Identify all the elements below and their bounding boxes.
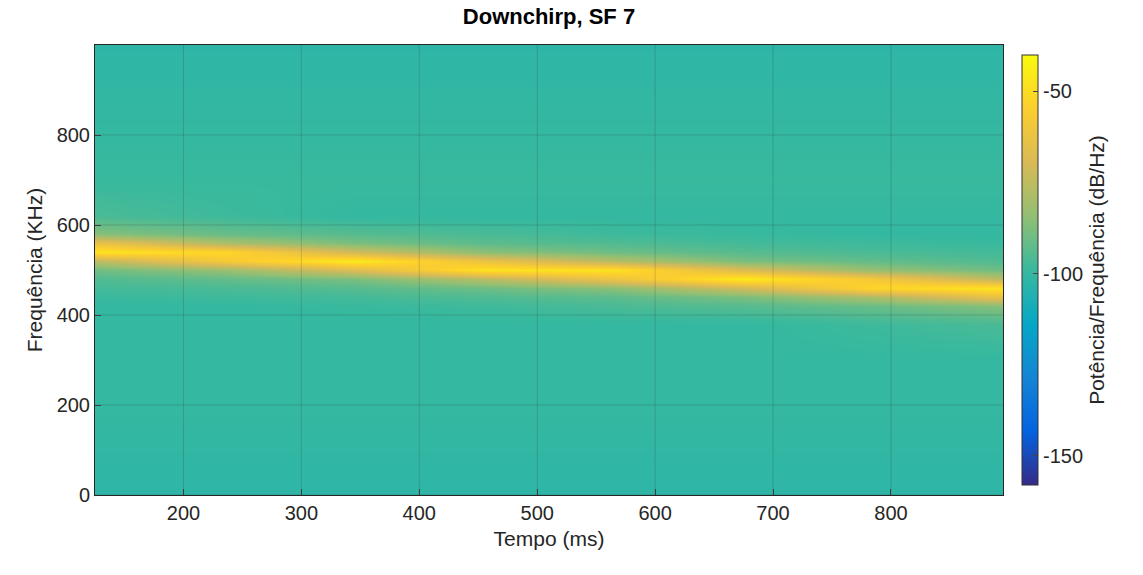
svg-text:600: 600 (57, 214, 90, 236)
svg-text:200: 200 (167, 502, 200, 524)
svg-text:200: 200 (57, 394, 90, 416)
svg-text:400: 400 (403, 502, 436, 524)
svg-text:400: 400 (57, 304, 90, 326)
svg-text:Frequência (KHz): Frequência (KHz) (23, 188, 46, 353)
svg-text:-50: -50 (1043, 80, 1072, 102)
svg-text:-150: -150 (1043, 445, 1083, 467)
svg-text:700: 700 (756, 502, 789, 524)
svg-text:300: 300 (285, 502, 318, 524)
svg-text:Tempo (ms): Tempo (ms) (494, 527, 605, 550)
svg-text:800: 800 (57, 124, 90, 146)
svg-text:600: 600 (638, 502, 671, 524)
svg-text:0: 0 (79, 484, 90, 506)
svg-text:-100: -100 (1043, 263, 1083, 285)
svg-text:800: 800 (874, 502, 907, 524)
svg-text:500: 500 (521, 502, 554, 524)
svg-text:Downchirp, SF 7: Downchirp, SF 7 (463, 4, 635, 29)
svg-text:Potência/Frequência (dB/Hz): Potência/Frequência (dB/Hz) (1085, 135, 1108, 405)
